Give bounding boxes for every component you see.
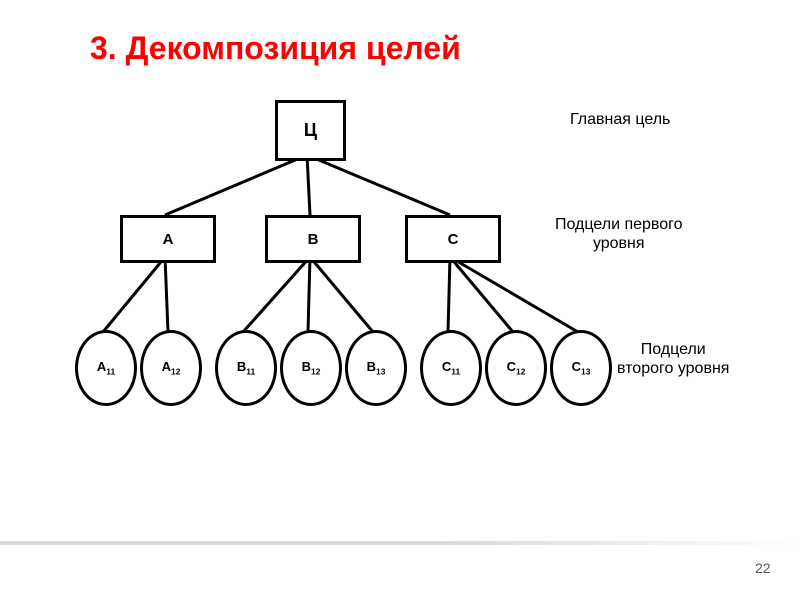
- tree-l2-node-C12: С12: [485, 330, 547, 406]
- tree-l2-node-B11: В11: [215, 330, 277, 406]
- tree-l2-label: А12: [162, 359, 181, 377]
- tree-l1-node-B: В: [265, 215, 361, 263]
- tree-root-label: Ц: [304, 120, 317, 141]
- tree-root-node: Ц: [275, 100, 346, 161]
- tree-l2-node-A12: А12: [140, 330, 202, 406]
- tree-l2-node-B12: В12: [280, 330, 342, 406]
- tree-connectors: [0, 0, 800, 600]
- tree-l2-node-C13: С13: [550, 330, 612, 406]
- tree-l2-label: В11: [237, 359, 255, 377]
- tree-l2-node-A11: А11: [75, 330, 137, 406]
- row-label-l1: Подцели первого уровня: [555, 215, 683, 253]
- tree-l1-label: С: [448, 231, 459, 248]
- tree-l1-node-C: С: [405, 215, 501, 263]
- tree-l2-label: С11: [442, 359, 460, 377]
- tree-l1-node-A: А: [120, 215, 216, 263]
- row-label-root: Главная цель: [570, 110, 670, 129]
- row-label-l2: Подцели второго уровня: [617, 340, 729, 378]
- tree-l2-node-C11: С11: [420, 330, 482, 406]
- tree-l2-node-B13: В13: [345, 330, 407, 406]
- tree-l1-label: В: [308, 231, 319, 248]
- tree-l2-label: А11: [97, 359, 115, 377]
- slide-accent-line: [0, 541, 800, 545]
- tree-l2-label: В12: [302, 359, 321, 377]
- slide-title: 3. Декомпозиция целей: [90, 30, 461, 67]
- tree-l2-label: С12: [507, 359, 526, 377]
- tree-l2-label: В13: [367, 359, 386, 377]
- tree-l1-label: А: [163, 231, 174, 248]
- slide-title-text: 3. Декомпозиция целей: [90, 30, 461, 66]
- tree-l2-label: С13: [572, 359, 591, 377]
- page-number: 22: [755, 560, 771, 576]
